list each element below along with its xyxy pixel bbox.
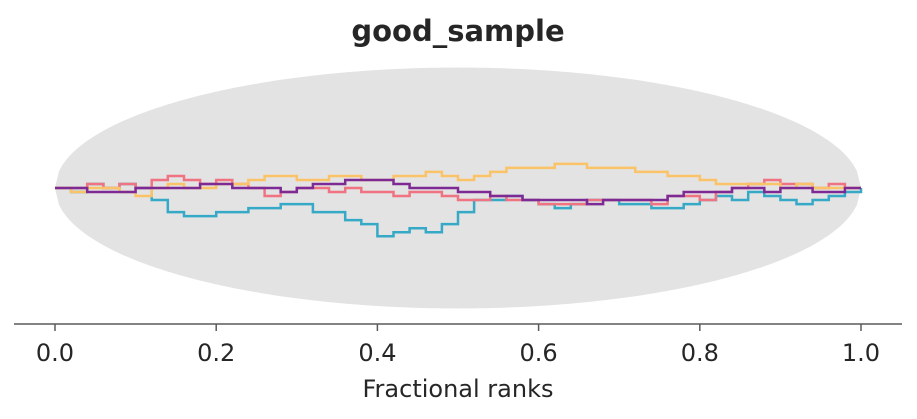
- x-tick-label: 0.8: [681, 339, 719, 367]
- x-tick-label: 0.2: [197, 339, 235, 367]
- chart-title: good_sample: [351, 14, 564, 48]
- series-line-1: [55, 182, 863, 238]
- x-tick-label: 0.6: [520, 339, 558, 367]
- x-tick-label: 1.0: [842, 339, 880, 367]
- series-line-4: [55, 178, 861, 206]
- x-tick-label: 0.0: [36, 339, 74, 367]
- series-line-3: [55, 162, 861, 198]
- x-tick-label: 0.4: [358, 339, 396, 367]
- x-axis-label: Fractional ranks: [363, 375, 554, 403]
- series-lines: [55, 162, 863, 238]
- x-axis-ticks: 0.0 0.2 0.4 0.6 0.8 1.0: [36, 324, 880, 367]
